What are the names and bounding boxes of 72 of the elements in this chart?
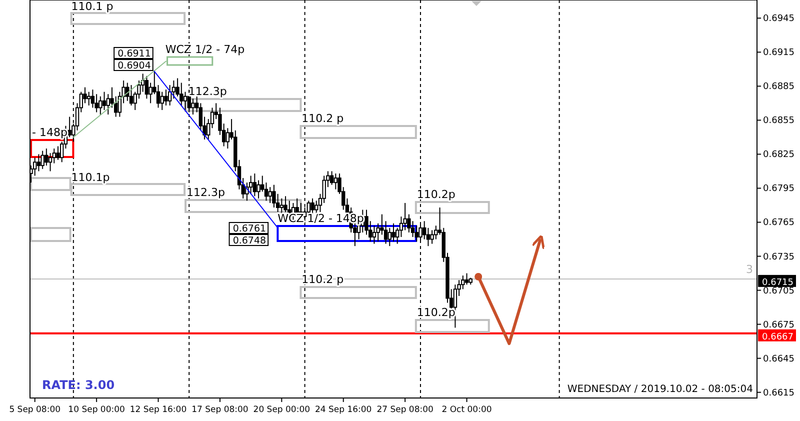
annotation: 110.2p bbox=[416, 188, 456, 201]
annotation: 0.6761 bbox=[232, 224, 266, 234]
y-tick-label: 0.6945 bbox=[763, 14, 794, 24]
annotation: 110.1p bbox=[71, 171, 110, 184]
candlestick bbox=[164, 89, 168, 106]
y-tick-label: 0.6915 bbox=[763, 48, 794, 58]
ref-line-label: 0.6715 bbox=[762, 278, 794, 288]
candlestick bbox=[191, 98, 195, 116]
y-tick-label: 0.6795 bbox=[763, 184, 794, 194]
candlestick bbox=[83, 86, 87, 104]
candlestick bbox=[86, 91, 91, 106]
candlestick bbox=[56, 146, 60, 160]
y-tick-label: 0.6855 bbox=[763, 116, 794, 126]
candlestick bbox=[183, 91, 188, 110]
annotation: 112.3p bbox=[186, 186, 225, 199]
x-tick-label: 10 Sep 00:00 bbox=[68, 405, 125, 415]
x-tick-label: 17 Sep 08:00 bbox=[192, 405, 248, 415]
candlestick bbox=[40, 150, 44, 170]
candlestick bbox=[414, 225, 418, 242]
candlestick bbox=[272, 184, 276, 208]
candlestick bbox=[268, 186, 272, 204]
x-tick-label: 2 Oct 00:00 bbox=[442, 405, 492, 415]
y-tick-label: 0.6735 bbox=[763, 252, 794, 262]
annotation: 110.2 p bbox=[302, 273, 344, 286]
candlestick bbox=[464, 272, 469, 286]
ref-line-label: 0.6667 bbox=[762, 332, 794, 342]
annotation: 0.6904 bbox=[118, 60, 151, 72]
y-tick-label: 0.6645 bbox=[763, 354, 794, 364]
annotation: 0.6911 bbox=[118, 48, 151, 60]
x-tick-label: 20 Sep 00:00 bbox=[253, 405, 310, 415]
candlestick bbox=[256, 180, 260, 199]
annotation: 112.3p bbox=[188, 85, 227, 98]
y-tick-label: 0.6675 bbox=[763, 320, 794, 330]
candlestick bbox=[453, 284, 458, 328]
candlestick bbox=[168, 84, 172, 106]
x-tick-label: 12 Sep 16:00 bbox=[130, 405, 187, 415]
candlestick bbox=[310, 198, 314, 215]
annotation: 3 bbox=[746, 262, 753, 276]
y-tick-label: 0.6825 bbox=[763, 150, 794, 160]
candlestick bbox=[48, 152, 52, 172]
candlestick bbox=[252, 172, 257, 197]
candlestick bbox=[330, 170, 334, 186]
annotation: 110.2 p bbox=[302, 112, 344, 125]
candlestick bbox=[280, 198, 284, 215]
candlestick bbox=[90, 89, 95, 108]
candlestick bbox=[334, 172, 338, 190]
y-tick-label: 0.6765 bbox=[763, 218, 794, 228]
x-tick-label: 24 Sep 16:00 bbox=[314, 405, 372, 415]
candlestick bbox=[430, 230, 434, 244]
y-tick-label: 0.6705 bbox=[763, 286, 794, 296]
candlestick bbox=[126, 82, 130, 102]
x-tick-label: 5 Sep 08:00 bbox=[9, 405, 61, 415]
annotation: WEDNESDAY / 2019.10.02 - 08:05:04 bbox=[567, 384, 753, 395]
candlestick bbox=[102, 91, 106, 110]
candlestick bbox=[36, 154, 41, 172]
candlestick bbox=[98, 96, 102, 116]
candlestick bbox=[94, 94, 98, 113]
annotation: WCZ 1/2 - 74p bbox=[165, 43, 245, 56]
annotation: 0.6748 bbox=[232, 236, 266, 246]
candlestick bbox=[372, 225, 376, 244]
y-tick-label: 0.6615 bbox=[763, 388, 794, 398]
candlestick bbox=[284, 196, 288, 213]
candlestick bbox=[180, 82, 184, 106]
candlestick bbox=[144, 75, 149, 100]
candlestick bbox=[129, 84, 134, 106]
candlestick bbox=[160, 91, 164, 110]
y-tick-label: 0.6885 bbox=[763, 82, 794, 92]
annotation: 110.1 p bbox=[71, 0, 114, 13]
candlestick bbox=[388, 227, 392, 247]
annotation: RATE: 3.00 bbox=[42, 378, 115, 392]
x-tick-label: 27 Sep 08:00 bbox=[376, 405, 434, 415]
candlestick bbox=[392, 222, 396, 242]
